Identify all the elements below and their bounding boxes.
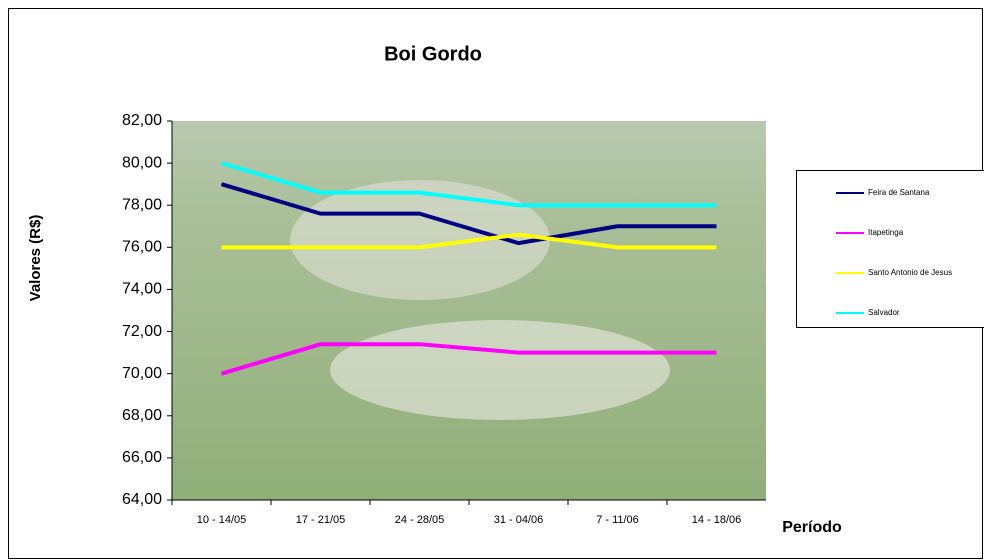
y-tick-label: 80,00	[122, 154, 162, 171]
chart-title: Boi Gordo	[384, 43, 482, 65]
x-tick-label: 31 - 04/06	[494, 514, 544, 526]
y-tick-label: 82,00	[122, 112, 162, 129]
y-tick-label: 70,00	[122, 365, 162, 382]
plot-background	[172, 121, 766, 500]
background-cow	[330, 320, 670, 420]
chart: Boi Gordo Valores (R$) Período 64,00 66,0…	[0, 0, 984, 560]
legend-label: Itapetinga	[868, 228, 904, 237]
x-tick-label: 14 - 18/06	[692, 514, 742, 526]
y-tick-label: 72,00	[122, 323, 162, 340]
x-axis-label: Período	[782, 519, 842, 536]
x-tick-label: 24 - 28/05	[395, 514, 445, 526]
y-tick-label: 76,00	[122, 239, 162, 256]
legend-label: Salvador	[868, 308, 900, 317]
x-tick-label: 17 - 21/05	[296, 514, 346, 526]
y-axis-label: Valores (R$)	[27, 215, 44, 302]
y-tick-label: 78,00	[122, 196, 162, 213]
legend-label: Feira de Santana	[868, 188, 930, 197]
y-tick-label: 64,00	[122, 491, 162, 508]
legend-label: Santo Antonio de Jesus	[868, 268, 952, 277]
y-tick-label: 66,00	[122, 449, 162, 466]
y-tick-label: 68,00	[122, 407, 162, 424]
x-tick-label: 10 - 14/05	[197, 514, 247, 526]
x-tick-label: 7 - 11/06	[596, 514, 639, 526]
y-tick-label: 74,00	[122, 281, 162, 298]
